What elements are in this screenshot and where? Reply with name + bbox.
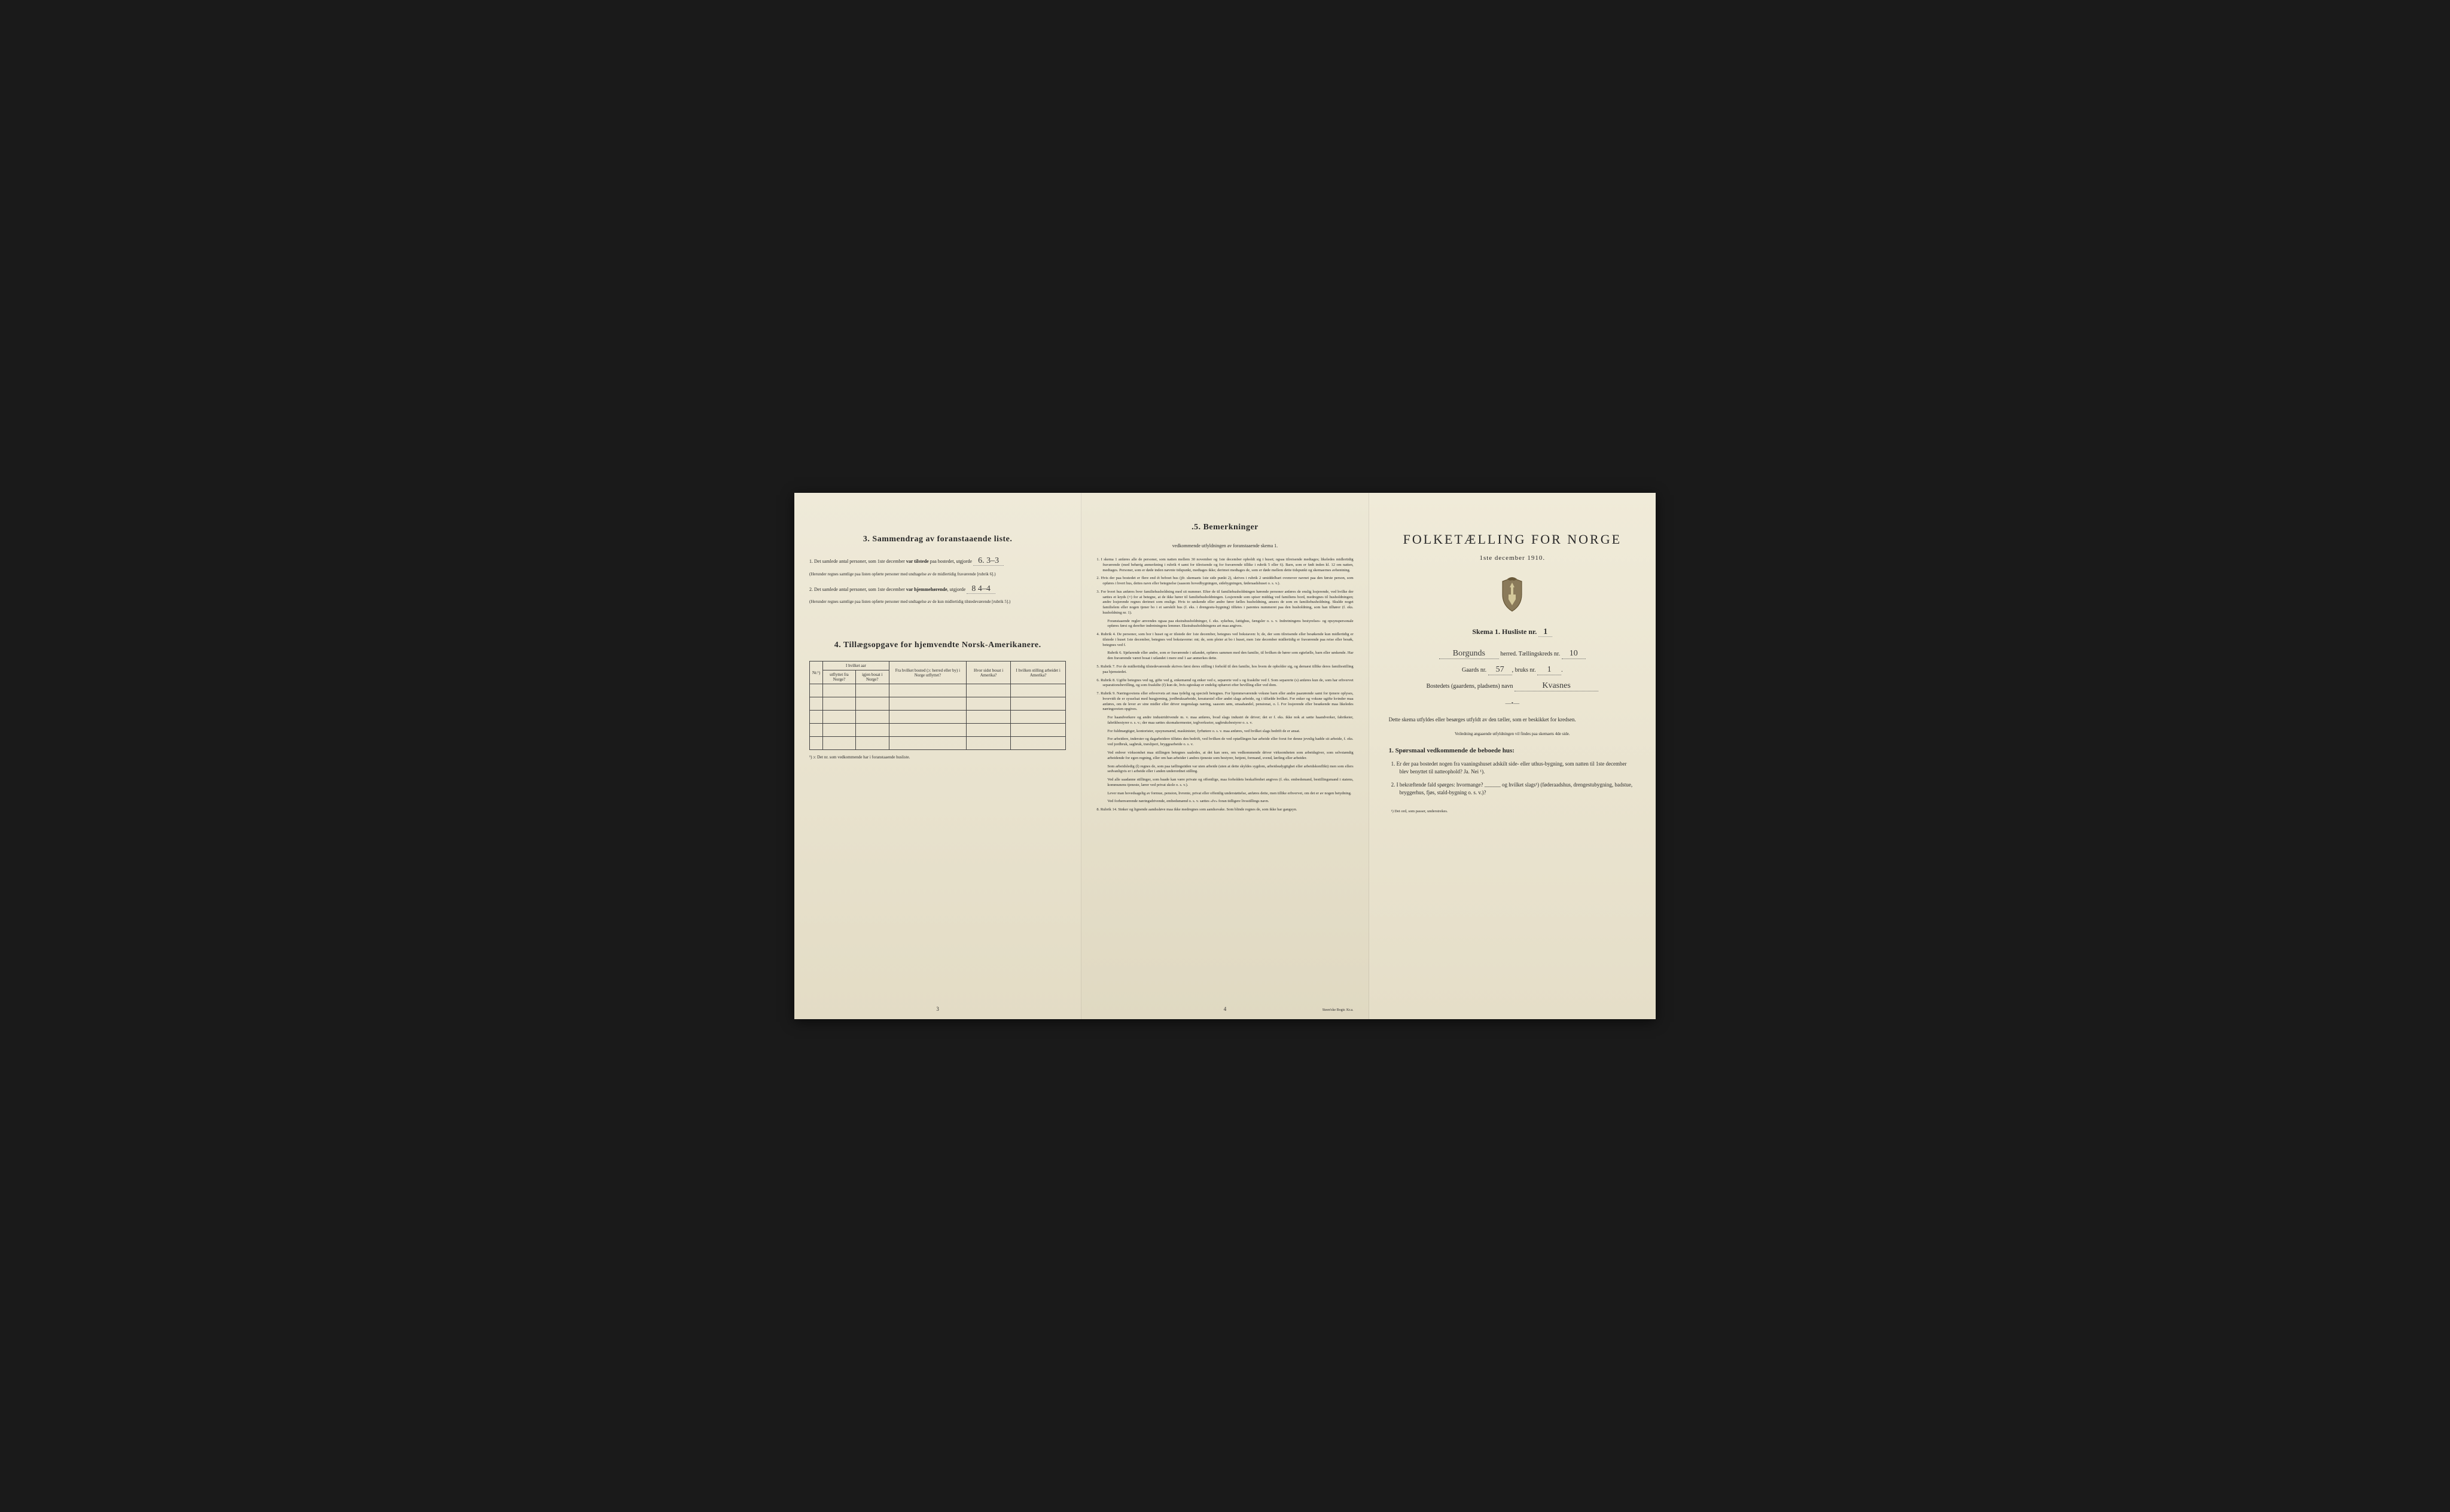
q1-text: 1. Er der paa bostedet nogen fra vaaning… xyxy=(1391,761,1627,775)
page-right: FOLKETÆLLING FOR NORGE 1ste december 191… xyxy=(1369,493,1656,1019)
th-year: I hvilket aar xyxy=(823,662,889,670)
remark: 8. Rubrik 14. Sinker og lignende aandssl… xyxy=(1102,807,1353,813)
section5-subtitle: vedkommende utfyldningen av foranstaaend… xyxy=(1096,543,1353,548)
th-nr: Nr.¹) xyxy=(810,662,823,684)
item1-bold: var tilstede xyxy=(906,559,929,564)
remark: Ved alle saadanne stillinger, som baade … xyxy=(1107,778,1353,788)
page-number-4: 4 xyxy=(1224,1006,1227,1012)
item1-pre: 1. Det samlede antal personer, som 1ste … xyxy=(809,559,906,564)
remark: For arbeidere, inderster og dagarbeidere… xyxy=(1107,737,1353,748)
skema-value: 1 xyxy=(1538,627,1552,637)
table-footnote: ¹) ɔ: Det nr. som vedkommende har i fora… xyxy=(809,755,1066,760)
guidance-note: Veiledning angaaende utfyldningen vil fi… xyxy=(1384,731,1641,736)
bosted-line: Bostedets (gaardens, pladsens) navn Kvas… xyxy=(1384,681,1641,691)
remark: Foranstaaende regler anvendes ogsaa paa … xyxy=(1107,619,1353,630)
census-document: 3. Sammendrag av foranstaaende liste. 1.… xyxy=(794,493,1656,1019)
census-date: 1ste december 1910. xyxy=(1384,554,1641,562)
th-returned: igjen bosat i Norge? xyxy=(855,670,889,684)
table-row xyxy=(810,711,1066,724)
item2-bold: var hjemmehørende xyxy=(906,587,947,592)
questions-heading: 1. Spørsmaal vedkommende de beboede hus: xyxy=(1389,747,1641,754)
item1-value: 6. 3–3 xyxy=(973,556,1004,566)
table-row xyxy=(810,737,1066,750)
remark: 2. Hvis der paa bostedet er flere end ét… xyxy=(1102,576,1353,587)
item2-value: 8 4–4 xyxy=(967,584,995,594)
remark: For haandverkere og andre industridriven… xyxy=(1107,715,1353,726)
section3-title: 3. Sammendrag av foranstaaende liste. xyxy=(809,535,1066,544)
gaard-label: Gaards nr. xyxy=(1462,667,1486,673)
remark: 6. Rubrik 8. Ugifte betegnes ved ug, gif… xyxy=(1102,678,1353,689)
main-title: FOLKETÆLLING FOR NORGE xyxy=(1384,532,1641,547)
section5-title: .5. Bemerkninger xyxy=(1096,523,1353,532)
remark: For fuldmægtiger, kontorister, opsynsmæn… xyxy=(1107,729,1353,734)
item2-pre: 2. Det samlede antal personer, som 1ste … xyxy=(809,587,906,592)
remark: Rubrik 6. Sjøfarende eller andre, som er… xyxy=(1107,651,1353,662)
remark: 5. Rubrik 7. For de midlertidig tilstede… xyxy=(1102,664,1353,675)
item1-post: paa bostedet, utgjorde xyxy=(929,559,973,564)
question-1: 1. Er der paa bostedet nogen fra vaaning… xyxy=(1400,760,1634,776)
remark: Ved forhenværende næringsdrivende, embed… xyxy=(1107,799,1353,804)
remark: 3. For hvert hus anføres hver familiehus… xyxy=(1102,590,1353,616)
table-row xyxy=(810,724,1066,737)
remark: 1. I skema 1 anføres alle de personer, s… xyxy=(1102,557,1353,573)
item1: 1. Det samlede antal personer, som 1ste … xyxy=(816,555,1066,567)
remark: Ved enhver virksomhet maa stillingen bet… xyxy=(1107,751,1353,761)
th-from: Fra hvilket bosted (ɔ: herred eller by) … xyxy=(889,662,966,684)
remark: Lever man hovedsagelig av formue, pensio… xyxy=(1107,791,1353,797)
bruks-value: 1 xyxy=(1537,665,1561,675)
bosted-label: Bostedets (gaardens, pladsens) navn xyxy=(1427,683,1513,690)
table-body xyxy=(810,684,1066,750)
item1-note: (Herunder regnes samtlige paa listen opf… xyxy=(809,572,1066,577)
bosted-value: Kvasnes xyxy=(1515,681,1598,691)
coat-of-arms-icon xyxy=(1384,577,1641,615)
remark: Som arbeidsledig (l) regnes de, som paa … xyxy=(1107,764,1353,775)
gaard-value: 57 xyxy=(1488,665,1512,675)
instruction-text: Dette skema utfyldes eller besørges utfy… xyxy=(1389,716,1636,724)
remark: 7. Rubrik 9. Næringsveiens eller erhverv… xyxy=(1102,691,1353,712)
divider-ornament-icon: ―•― xyxy=(1384,700,1641,707)
th-emigrated: utflyttet fra Norge? xyxy=(823,670,856,684)
table-row xyxy=(810,684,1066,697)
kreds-value: 10 xyxy=(1562,649,1586,659)
page-left: 3. Sammendrag av foranstaaende liste. 1.… xyxy=(794,493,1081,1019)
section4-title: 4. Tillægsopgave for hjemvendte Norsk-Am… xyxy=(809,641,1066,650)
table-row xyxy=(810,697,1066,711)
footnote-underline: ¹) Det ord, som passer, understrekes. xyxy=(1391,809,1634,813)
herred-line: Borgunds herred. Tællingskreds nr. 10 xyxy=(1384,649,1641,659)
skema-label: Skema 1. Husliste nr. xyxy=(1472,627,1537,636)
remark: 4. Rubrik 4. De personer, som bor i huse… xyxy=(1102,632,1353,648)
th-where: Hvor sidst bosat i Amerika? xyxy=(967,662,1011,684)
herred-label: herred. Tællingskreds nr. xyxy=(1500,651,1560,657)
item2: 2. Det samlede antal personer, som 1ste … xyxy=(816,583,1066,595)
skema-line: Skema 1. Husliste nr. 1 xyxy=(1384,627,1641,637)
printer-mark: Steen'ske Bogtr. Kr.a. xyxy=(1322,1008,1354,1012)
page-center: .5. Bemerkninger vedkommende utfyldninge… xyxy=(1081,493,1369,1019)
gaard-line: Gaards nr. 57, bruks nr. 1. xyxy=(1384,665,1641,675)
th-position: I hvilken stilling arbeidet i Amerika? xyxy=(1010,662,1065,684)
question-2: 2. I bekræftende fald spørges: hvormange… xyxy=(1400,781,1634,797)
amerika-table: Nr.¹) I hvilket aar Fra hvilket bosted (… xyxy=(809,661,1066,750)
item2-post: , utgjorde xyxy=(947,587,967,592)
remarks-list: 1. I skema 1 anføres alle de personer, s… xyxy=(1096,557,1353,813)
page-number-3: 3 xyxy=(936,1006,939,1012)
herred-value: Borgunds xyxy=(1439,649,1499,659)
item2-note: (Herunder regnes samtlige paa listen opf… xyxy=(809,599,1066,605)
bruks-label: bruks nr. xyxy=(1515,667,1536,673)
